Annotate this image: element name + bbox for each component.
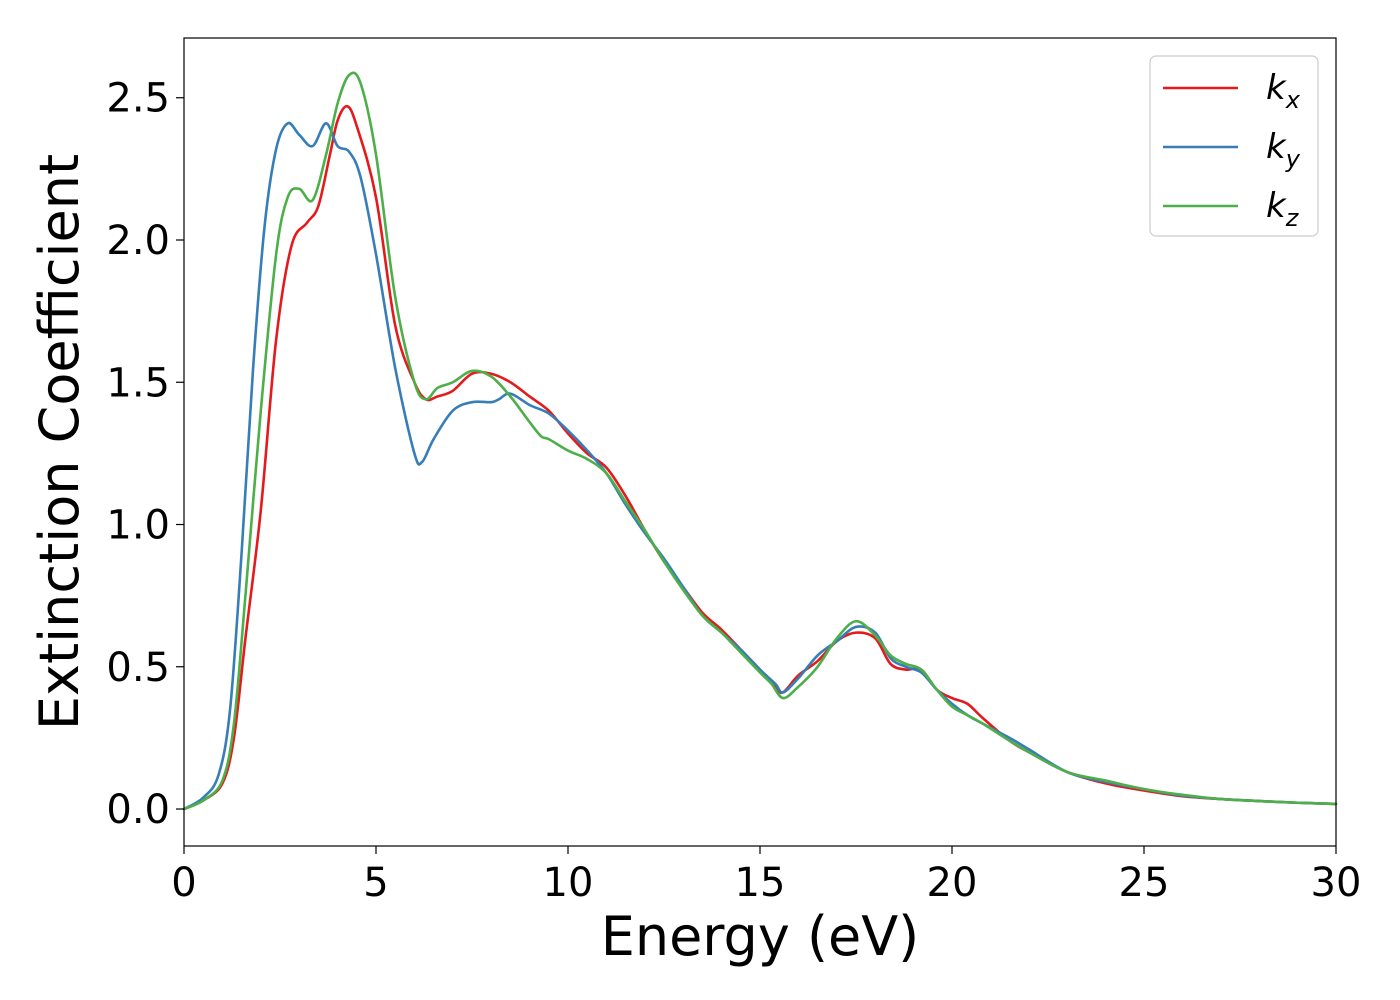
x-axis-ticks: 0 5 10 15 20 25 30 <box>171 846 1361 906</box>
legend-label-subscript: y <box>1285 145 1301 173</box>
y-tick-label: 1.5 <box>106 360 170 406</box>
legend-label-base: k <box>1266 68 1287 108</box>
y-tick-label: 0.5 <box>106 645 170 691</box>
legend-label-y: ky <box>1266 127 1301 173</box>
legend-label-base: k <box>1266 127 1287 167</box>
x-axis-title: Energy (eV) <box>601 905 920 968</box>
y-tick-label: 2.0 <box>106 218 170 264</box>
x-tick-label: 0 <box>171 860 196 906</box>
x-tick-label: 15 <box>735 860 786 906</box>
series-line-x <box>182 104 1338 811</box>
legend-label-x: kx <box>1266 68 1301 114</box>
x-tick-label: 30 <box>1311 860 1362 906</box>
legend-label-subscript: z <box>1285 204 1300 232</box>
y-tick-label: 0.0 <box>106 787 170 833</box>
x-tick-label: 10 <box>543 860 594 906</box>
y-tick-label: 1.0 <box>106 503 170 549</box>
legend-label-z: kz <box>1266 186 1300 232</box>
legend-label-base: k <box>1266 186 1287 226</box>
x-tick-label: 20 <box>927 860 978 906</box>
series-line-z <box>182 71 1338 811</box>
y-tick-label: 2.5 <box>106 76 170 122</box>
series-layer <box>182 71 1338 811</box>
x-tick-label: 5 <box>363 860 388 906</box>
x-tick-label: 25 <box>1119 860 1170 906</box>
legend-label-subscript: x <box>1285 86 1301 114</box>
plot-background <box>184 38 1336 846</box>
y-axis-ticks: 0.0 0.5 1.0 1.5 2.0 2.5 <box>106 76 184 833</box>
y-axis-title: Extinction Coefficient <box>28 154 91 730</box>
